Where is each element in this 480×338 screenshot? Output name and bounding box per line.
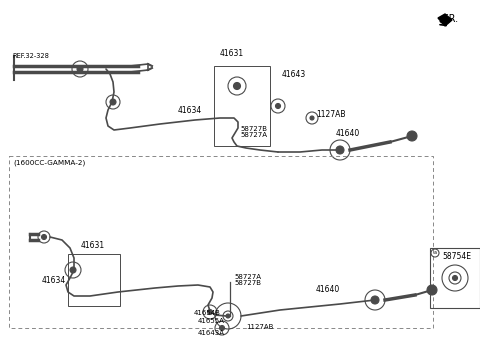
- Circle shape: [219, 325, 225, 331]
- Circle shape: [276, 103, 280, 108]
- Bar: [68, 254, 120, 306]
- Circle shape: [41, 235, 47, 240]
- Circle shape: [310, 116, 314, 120]
- Text: 58727B: 58727B: [234, 280, 261, 286]
- Circle shape: [207, 310, 213, 314]
- Text: 41643A: 41643A: [198, 330, 225, 336]
- Text: 41640: 41640: [316, 285, 340, 294]
- Bar: [214, 66, 270, 146]
- Text: 1127AB: 1127AB: [246, 324, 274, 330]
- Text: 41640: 41640: [336, 129, 360, 138]
- Text: 58754E: 58754E: [442, 252, 471, 261]
- Text: a: a: [433, 250, 436, 256]
- Circle shape: [77, 66, 83, 72]
- Text: FR.: FR.: [443, 14, 458, 24]
- Text: 58727B: 58727B: [240, 126, 267, 132]
- Text: (1600CC-GAMMA-2): (1600CC-GAMMA-2): [13, 160, 85, 167]
- Text: 41631: 41631: [220, 49, 244, 58]
- Text: 41631: 41631: [81, 241, 105, 250]
- Circle shape: [233, 82, 240, 90]
- Circle shape: [427, 285, 437, 295]
- Text: 41634: 41634: [42, 276, 66, 285]
- Text: 41655A: 41655A: [198, 318, 225, 324]
- Circle shape: [336, 146, 344, 154]
- Text: 58727A: 58727A: [240, 132, 267, 138]
- Circle shape: [371, 296, 379, 304]
- Text: 1127AB: 1127AB: [316, 110, 346, 119]
- Text: 41654B: 41654B: [194, 310, 221, 316]
- Text: 41643: 41643: [282, 70, 306, 79]
- Circle shape: [70, 267, 76, 273]
- Bar: [430, 248, 480, 308]
- Text: 41634: 41634: [178, 106, 202, 115]
- Text: 58727A: 58727A: [234, 274, 261, 280]
- Circle shape: [453, 275, 457, 281]
- Circle shape: [110, 99, 116, 105]
- Polygon shape: [438, 14, 452, 26]
- Bar: [9, 156, 433, 328]
- Circle shape: [407, 131, 417, 141]
- Circle shape: [226, 314, 230, 318]
- Text: REF.32-328: REF.32-328: [12, 53, 49, 59]
